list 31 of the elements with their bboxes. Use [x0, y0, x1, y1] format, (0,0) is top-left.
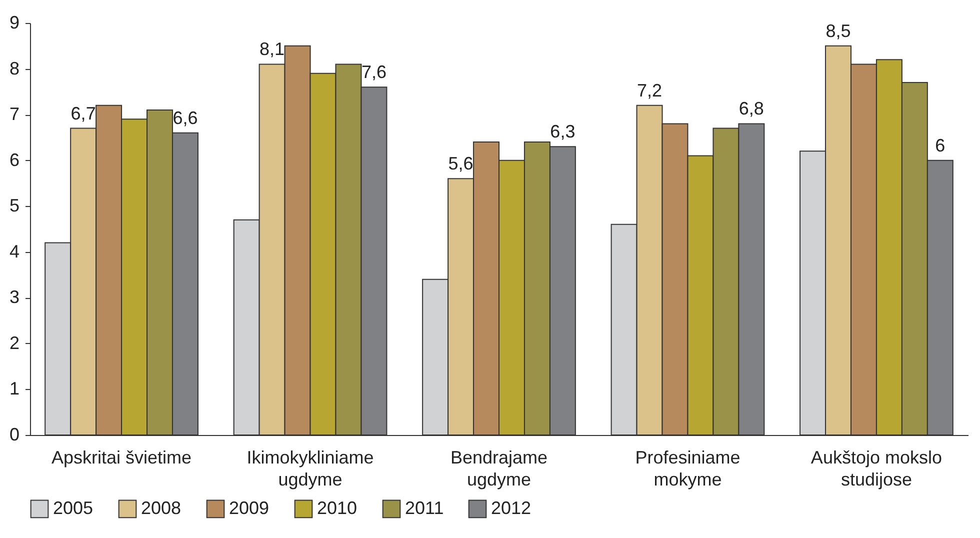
x-tick-label: Profesiniame mokyme	[635, 448, 740, 490]
data-label: 8,1	[260, 39, 285, 60]
y-tick-label: 3	[9, 287, 20, 308]
y-tick-label: 5	[9, 196, 20, 216]
x-tick-label: Aukštojo mokslo studijose	[810, 448, 942, 490]
y-tick-label: 9	[9, 12, 20, 32]
x-tick-label: Apskritai švietime	[52, 448, 192, 468]
legend-label: 2008	[141, 498, 182, 518]
data-label: 6,7	[70, 103, 96, 124]
data-label: 8,5	[826, 20, 851, 41]
legend-label: 2010	[317, 498, 358, 518]
data-label: 7,2	[637, 80, 662, 100]
y-tick-label: 4	[9, 241, 20, 262]
y-tick-label: 8	[9, 58, 20, 78]
data-label: 6,6	[172, 108, 198, 128]
y-tick-label: 0	[9, 424, 20, 444]
y-tick-label: 6	[9, 150, 20, 170]
data-label: 6	[935, 135, 946, 156]
x-tick-label: Bendrajame ugdyme	[450, 448, 548, 490]
data-label: 6,8	[738, 98, 764, 119]
y-tick-label: 2	[9, 332, 20, 353]
legend-label: 2009	[229, 498, 270, 518]
legend-label: 2012	[491, 498, 532, 518]
y-tick-label: 1	[9, 378, 20, 399]
y-tick-label: 7	[9, 104, 20, 124]
legend-label: 2011	[405, 498, 444, 518]
data-label: 7,6	[361, 62, 386, 82]
legend-label: 2005	[53, 498, 94, 518]
data-label: 5,6	[448, 154, 474, 174]
data-label: 6,3	[550, 122, 576, 142]
x-tick-label: Ikimokykliniame ugdyme	[246, 448, 374, 490]
